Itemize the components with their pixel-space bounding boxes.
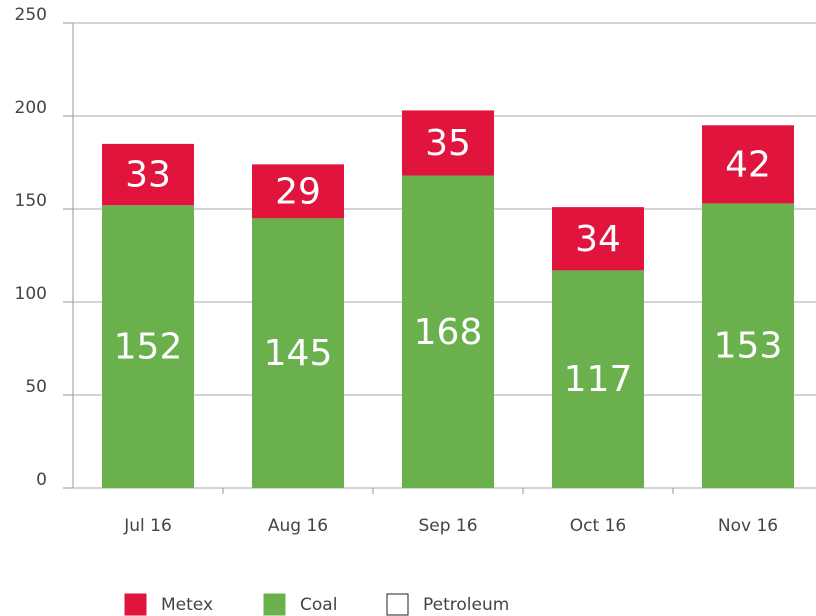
data-label: 34	[575, 219, 621, 260]
data-label: 42	[725, 144, 771, 185]
x-tick-label: Jul 16	[123, 516, 172, 536]
legend-swatch	[263, 593, 286, 616]
bar-segment	[402, 110, 494, 176]
data-label: 153	[714, 326, 783, 367]
data-label: 168	[414, 312, 483, 353]
x-tick-label: Nov 16	[718, 516, 778, 536]
legend-swatch	[124, 593, 147, 616]
data-label: 145	[264, 333, 333, 374]
bar-segment	[252, 218, 344, 489]
legend-swatch	[386, 593, 409, 616]
legend-label: Metex	[161, 595, 213, 615]
bar-segment	[102, 205, 194, 488]
bar-segment	[102, 143, 194, 206]
y-tick-label: 0	[36, 470, 47, 490]
data-label: 29	[275, 171, 321, 212]
bar-segment	[252, 164, 344, 219]
bar-segment	[702, 203, 794, 489]
legend-label: Petroleum	[423, 595, 509, 615]
data-label: 117	[564, 359, 633, 400]
bar-segment	[702, 125, 794, 204]
data-label: 33	[125, 155, 171, 196]
bar-segment	[552, 270, 644, 488]
data-label: 35	[425, 123, 471, 164]
bar-segment	[402, 175, 494, 488]
y-tick-label: 100	[15, 284, 47, 304]
bar-segment	[552, 207, 644, 271]
y-tick-label: 200	[15, 98, 47, 118]
x-tick-label: Oct 16	[570, 516, 626, 536]
y-tick-label: 250	[15, 5, 47, 25]
legend-label: Coal	[300, 595, 337, 615]
x-tick-label: Aug 16	[268, 516, 328, 536]
y-tick-label: 50	[25, 377, 47, 397]
data-label: 152	[114, 327, 183, 368]
y-tick-label: 150	[15, 191, 47, 211]
x-tick-label: Sep 16	[418, 516, 477, 536]
